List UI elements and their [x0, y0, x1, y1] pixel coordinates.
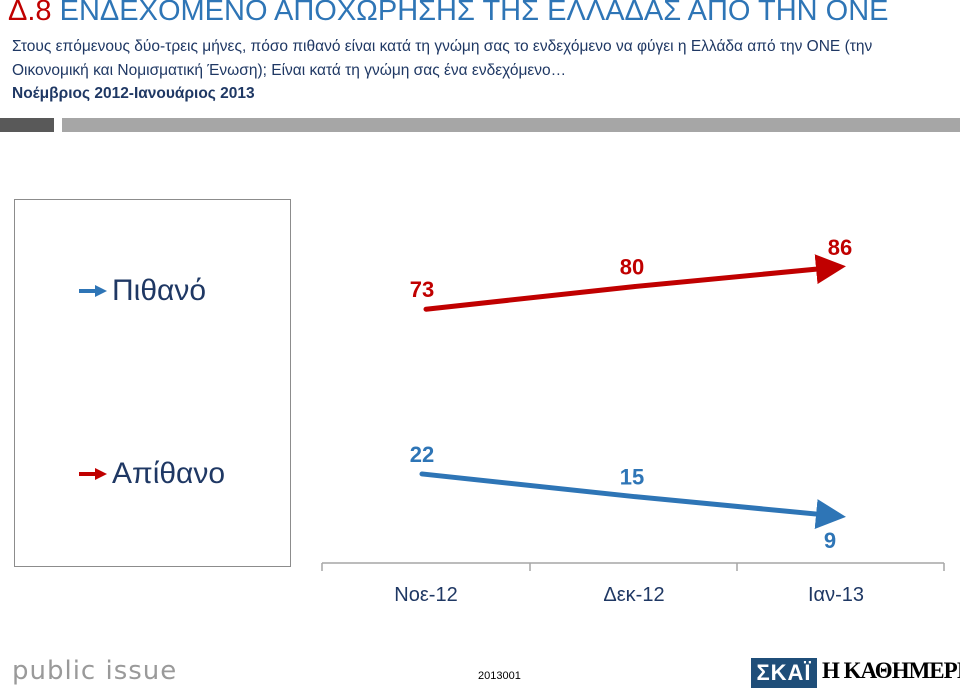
title-code: Δ.8: [8, 0, 52, 27]
legend-item-unlikely: Απίθανο: [78, 457, 225, 491]
x-tick-label: Ιαν-13: [808, 584, 864, 606]
arrow-right-icon: [79, 468, 107, 480]
data-label: 73: [410, 277, 434, 302]
legend-box: [14, 199, 291, 567]
public-issue-logo: public issue: [12, 656, 178, 686]
survey-period: Νοέμβριος 2012-Ιανουάριος 2013: [12, 85, 255, 102]
data-label: 15: [620, 465, 644, 490]
data-label: 86: [828, 235, 852, 260]
series-line-likely: [423, 254, 846, 312]
legend-label-likely: Πιθανό: [112, 274, 207, 307]
survey-question: Στους επόμενους δύο-τρεις μήνες, πόσο πι…: [12, 38, 873, 79]
x-tick-label: Δεκ-12: [603, 584, 664, 606]
skai-logo: ΣΚΑΪ: [751, 658, 817, 688]
slide-code: 2013001: [478, 670, 521, 682]
arrow-right-icon: [79, 285, 107, 297]
header-divider-dark: [0, 118, 54, 132]
title-text: ΕΝΔΕΧΟΜΕΝΟ ΑΠΟΧΩΡΗΣΗΣ ΤΗΣ ΕΛΛΑΔΑΣ ΑΠΟ ΤΗ…: [59, 0, 889, 27]
data-label: 80: [620, 255, 644, 280]
header-divider-light: [62, 118, 960, 132]
x-tick-label: Νοε-12: [394, 584, 457, 606]
page-title: Δ.8 ΕΝΔΕΧΟΜΕΝΟ ΑΠΟΧΩΡΗΣΗΣ ΤΗΣ ΕΛΛΑΔΑΣ ΑΠ…: [8, 0, 889, 28]
series-line-unlikely: [419, 471, 846, 529]
data-label: 22: [410, 442, 434, 467]
data-label: 9: [824, 528, 836, 553]
legend-item-likely: Πιθανό: [78, 274, 206, 308]
legend-label-unlikely: Απίθανο: [112, 457, 226, 490]
kathimerini-logo: Η ΚΑΘΗΜΕΡΙΝΗ: [822, 658, 960, 683]
